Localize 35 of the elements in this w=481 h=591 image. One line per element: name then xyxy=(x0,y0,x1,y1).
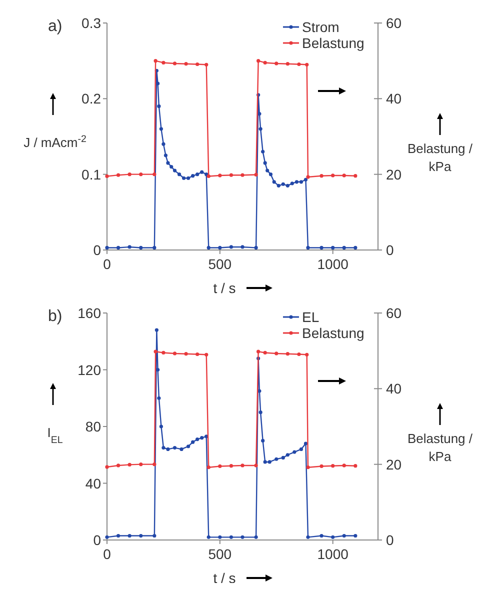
x-axis-title: t / s xyxy=(213,570,236,586)
legend-label: Belastung xyxy=(302,35,364,51)
x-axis-title: t / s xyxy=(213,280,236,296)
y-tick-label: 0.3 xyxy=(82,15,102,31)
legend-label: Belastung xyxy=(302,325,364,341)
legend-label: Strom xyxy=(302,19,340,35)
y2-tick-label: 60 xyxy=(386,15,402,31)
y-axis-title: J / mAcm$^{-2}$ xyxy=(24,134,86,150)
x-tick-label: 1000 xyxy=(317,546,349,562)
y2-tick-label: 20 xyxy=(386,456,402,472)
x-tick-label: 1000 xyxy=(317,256,349,272)
y2-axis-title: Belastung / kPa xyxy=(407,141,473,174)
text: b) xyxy=(48,308,62,325)
y2-tick-label: 20 xyxy=(386,166,402,182)
x-tick-label: 500 xyxy=(208,256,232,272)
y2-axis-title: Belastung / kPa xyxy=(407,431,473,464)
y2-tick-label: 0 xyxy=(386,242,394,258)
y-tick-label: 160 xyxy=(78,305,102,321)
y2-tick-label: 60 xyxy=(386,305,402,321)
y-tick-label: 0 xyxy=(93,242,102,258)
x-tick-label: 0 xyxy=(103,546,112,562)
y-axis-title: I$_{EL}$ xyxy=(47,425,64,446)
x-tick-label: 0 xyxy=(103,256,112,272)
x-tick-label: 500 xyxy=(208,546,232,562)
legend-label: EL xyxy=(302,309,320,325)
y-tick-label: 40 xyxy=(85,475,102,492)
text: a) xyxy=(48,18,62,35)
y2-tick-label: 40 xyxy=(386,380,402,397)
y2-tick-label: 40 xyxy=(386,90,402,107)
y2-tick-label: 0 xyxy=(386,532,394,548)
y-tick-label: 0.1 xyxy=(82,166,102,182)
y-tick-label: 0 xyxy=(93,532,102,548)
y-tick-label: 80 xyxy=(85,418,102,434)
y-tick-label: 0.2 xyxy=(82,90,102,107)
y-tick-label: 120 xyxy=(78,362,102,378)
